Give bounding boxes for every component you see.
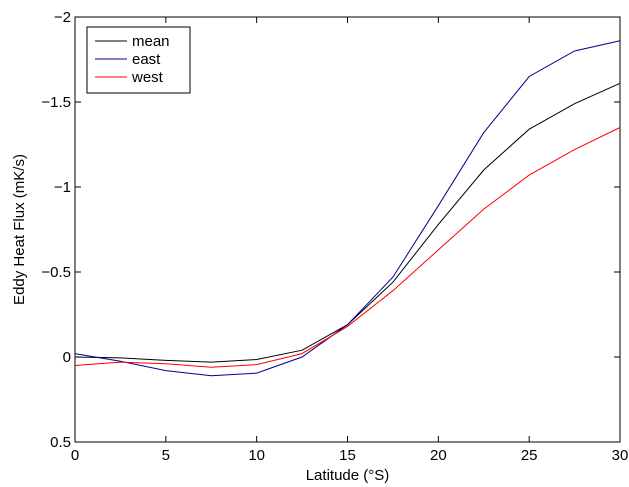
axis-ticks: 0 5 10 15 20 25 30−2−1.5−1−0.500.5: [41, 9, 628, 464]
y-tick-label: 0.5: [50, 434, 71, 451]
x-axis-label: Latitude (°S): [306, 467, 390, 484]
y-tick-label: −0.5: [41, 264, 71, 281]
x-tick-label: 30: [612, 447, 629, 464]
x-tick-label: 20: [430, 447, 447, 464]
y-tick-label: 0: [63, 349, 71, 366]
x-tick-label: 25: [521, 447, 538, 464]
legend-label-mean: mean: [132, 33, 170, 50]
series-line-east: [74, 40, 621, 377]
series-line-west: [74, 127, 621, 368]
legend-label-west: west: [131, 69, 164, 86]
x-tick-label: 0: [71, 447, 79, 464]
x-tick-label: 10: [248, 447, 265, 464]
x-tick-label: 5: [162, 447, 170, 464]
legend-box: [86, 26, 191, 94]
x-tick-label: 15: [339, 447, 356, 464]
y-tick-label: −2: [54, 9, 71, 26]
legend-label-east: east: [132, 51, 161, 68]
series-layer: [74, 40, 621, 377]
y-tick-label: −1: [54, 179, 71, 196]
y-tick-label: −1.5: [41, 94, 71, 111]
y-axis-label: Eddy Heat Flux (mK/s): [11, 154, 28, 305]
